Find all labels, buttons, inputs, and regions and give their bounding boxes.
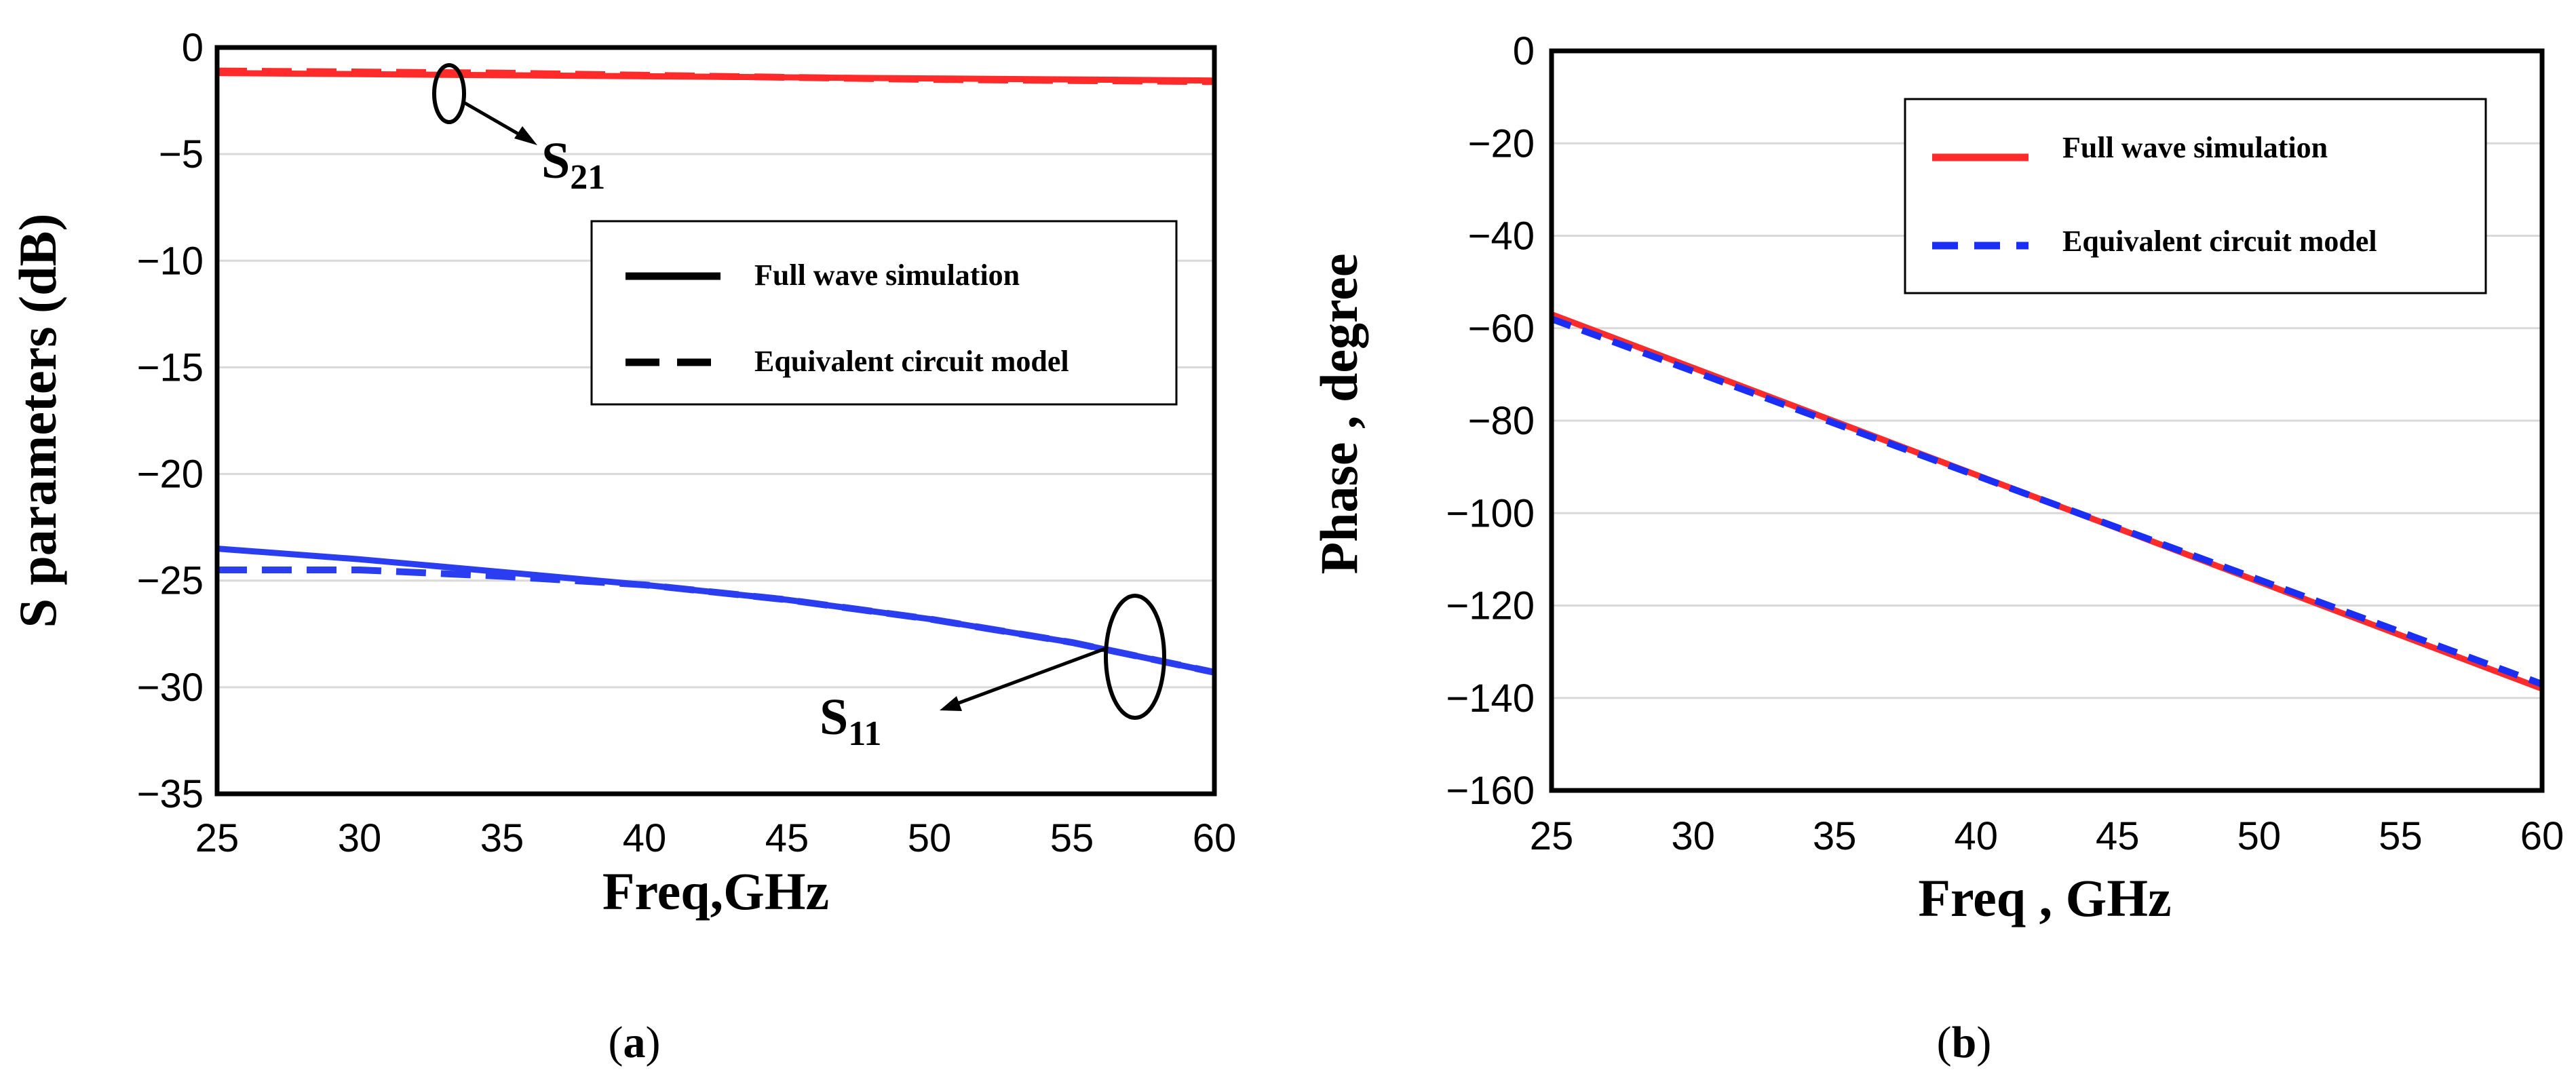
panel-a-x-ticks: 25 30 35 40 45 50 55 60 (195, 816, 1237, 860)
panel-b-y-axis-label: Phase , degree (1309, 254, 1368, 575)
panel-b-x-tick-label: 30 (1671, 814, 1715, 858)
panel-b-y-ticks: 0 −20 −40 −60 −80 −100 −120 −140 −160 (1446, 29, 1535, 813)
panel-a-series (216, 67, 1216, 676)
panel-a-x-tick-label: 55 (1050, 816, 1094, 860)
panel-a-legend-box (590, 220, 1178, 406)
panel-a-x-tick-label: 45 (765, 816, 809, 860)
panel-b-legend: Full wave simulation Equivalent circuit … (1904, 98, 2487, 294)
panel-a-y-tick-label: −30 (137, 666, 204, 710)
panel-a-s21-annotation: S21 (432, 63, 605, 197)
panel-a-caption: (a) (609, 1018, 661, 1067)
panel-a-y-tick-label: −15 (137, 345, 204, 389)
panel-b-x-axis-label: Freq , GHz (1918, 868, 2171, 927)
panel-b-legend-label-equivalent: Equivalent circuit model (2062, 225, 2377, 258)
panel-b-x-tick-label: 40 (1954, 814, 1998, 858)
panel-a-x-tick-label: 50 (908, 816, 952, 860)
panel-b-y-tick-label: −160 (1446, 769, 1535, 813)
panel-b-y-tick-label: −20 (1468, 121, 1535, 166)
panel-b-y-tick-label: −120 (1446, 584, 1535, 628)
panel-b-plot-frame (1549, 48, 2545, 793)
panel-a-legend-label-equivalent: Equivalent circuit model (754, 345, 1069, 378)
panel-a-s11-marker-ellipse (1104, 594, 1166, 720)
panel-b-x-tick-label: 35 (1813, 814, 1857, 858)
panel-b-y-tick-label: −60 (1468, 307, 1535, 351)
panel-b-series-2-dashed-line (1550, 315, 2543, 687)
panel-a-series-4-dashed-line (217, 567, 1216, 676)
panel-b-x-tick-label: 45 (2096, 814, 2140, 858)
panel-a-series-2-dashed-line (216, 67, 1215, 85)
panel-b-y-tick-label: −40 (1468, 214, 1535, 259)
panel-a-s11-arrow (955, 646, 1108, 706)
panel-b-caption: (b) (1937, 1018, 1992, 1067)
panel-a-plot-frame (214, 45, 1217, 797)
panel-a-s11-annotation: S11 (820, 594, 1166, 753)
panel-b-series (1550, 311, 2543, 692)
panel-a-s21-marker-ellipse (432, 63, 466, 124)
panel-b-x-tick-label: 25 (1530, 814, 1574, 858)
panel-a-y-ticks: 0 −5 −10 −15 −20 −25 −30 −35 (137, 26, 204, 816)
panel-a-x-tick-label: 40 (623, 816, 667, 860)
panel-b: 0 −20 −40 −60 −80 −100 −120 −140 −160 25 30 35 40 45… (1309, 29, 2564, 1067)
panel-b-x-tick-label: 60 (2520, 814, 2564, 858)
panel-a-legend-label-full-wave: Full wave simulation (754, 259, 1020, 292)
panel-a-s11-label: S11 (820, 689, 881, 753)
panel-b-x-tick-label: 55 (2379, 814, 2423, 858)
panel-a-legend: Full wave simulation Equivalent circuit … (590, 220, 1178, 406)
panel-a-s21-label: S21 (541, 132, 605, 197)
panel-a-y-tick-label: −5 (159, 132, 204, 176)
panel-a-y-tick-label: 0 (182, 26, 204, 70)
panel-a-s11-arrowhead (940, 696, 962, 711)
panel-b-legend-box (1904, 98, 2487, 294)
panel-a-x-tick-label: 25 (195, 816, 239, 860)
panel-b-gridlines (1552, 142, 2542, 700)
panel-a-x-tick-label: 35 (480, 816, 524, 860)
panel-b-x-tick-label: 50 (2237, 814, 2282, 858)
panel-a-y-tick-label: −35 (137, 772, 204, 816)
panel-b-legend-label-full-wave: Full wave simulation (2062, 131, 2328, 164)
panel-a-y-tick-label: −25 (137, 559, 204, 603)
panel-a-y-tick-label: −10 (137, 239, 204, 283)
panel-b-y-tick-label: 0 (1513, 29, 1535, 73)
panel-b-x-ticks: 25 30 35 40 45 50 55 60 (1530, 814, 2564, 858)
panel-a: 0 −5 −10 −15 −20 −25 −30 −35 25 30 35 40 45 50 55 60 S… (8, 26, 1236, 1067)
panel-a-s21-arrow (461, 100, 525, 139)
panel-b-y-tick-label: −140 (1446, 676, 1535, 721)
panel-b-y-tick-label: −100 (1446, 491, 1535, 535)
panel-a-x-tick-label: 60 (1193, 816, 1237, 860)
panel-a-x-axis-label: Freq,GHz (602, 862, 829, 921)
panel-a-y-axis-label: S parameters (dB) (8, 214, 67, 628)
panel-a-s21-arrowhead (514, 126, 537, 145)
panel-a-y-tick-label: −20 (137, 453, 204, 497)
panel-a-x-tick-label: 30 (338, 816, 382, 860)
panel-b-y-tick-label: −80 (1468, 399, 1535, 443)
